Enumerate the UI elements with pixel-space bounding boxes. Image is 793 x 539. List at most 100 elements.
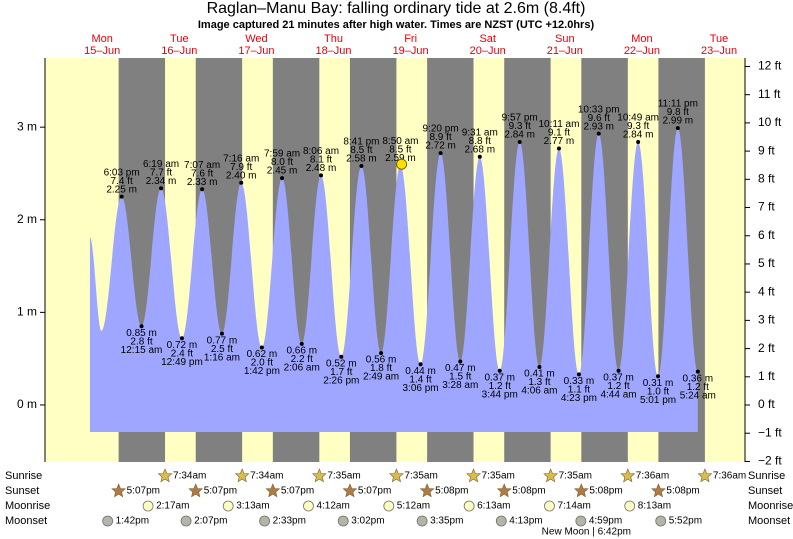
time-label: 12:49 pm — [161, 357, 203, 368]
tide-point — [219, 331, 224, 336]
event-time: 5:08pm — [435, 486, 468, 497]
row-label-right: Moonrise — [748, 500, 793, 512]
tide-point — [458, 359, 463, 364]
event-time: 4:12am — [316, 501, 349, 512]
y2-tick-label: 3 ft — [758, 313, 775, 327]
ft-label: 1.7 ft — [330, 367, 352, 378]
ft-label: 2.8 ft — [130, 336, 152, 347]
value-label: 0.52 m — [326, 358, 357, 369]
time-label: 3:06 pm — [402, 383, 438, 394]
ft-label: 8.8 ft — [469, 136, 491, 147]
sun-icon — [496, 483, 512, 498]
date-label: 21–Jun — [547, 45, 583, 57]
value-label: 0.47 m — [445, 363, 476, 374]
ft-label: 7.9 ft — [230, 162, 252, 173]
y-tick-label: 1 m — [17, 305, 37, 319]
ft-label: 7.7 ft — [150, 167, 172, 178]
value-label: 0.56 m — [366, 355, 397, 366]
value-label: 2.77 m — [544, 136, 575, 147]
event-time: 3:13am — [236, 501, 269, 512]
value-label: 0.36 m — [683, 373, 714, 384]
ft-label: 2.0 ft — [251, 358, 273, 369]
time-label: 7:07 am — [184, 160, 220, 171]
day-label: Mon — [631, 33, 652, 45]
time-label: 3:28 am — [442, 380, 478, 391]
ft-label: 8.9 ft — [429, 132, 451, 143]
time-label: 10:33 pm — [578, 104, 620, 115]
tide-point — [438, 151, 443, 156]
time-label: 6:03 pm — [104, 167, 140, 178]
y2-tick-label: −1 ft — [758, 425, 782, 439]
chart-title: Raglan–Manu Bay: falling ordinary tide a… — [207, 0, 586, 17]
ft-label: 1.3 ft — [528, 377, 550, 388]
value-label: 2.33 m — [187, 177, 218, 188]
time-label: 2:06 am — [284, 362, 320, 373]
event-time: 8:13am — [638, 501, 671, 512]
y-tick-label: 3 m — [17, 119, 37, 133]
y2-tick-label: 9 ft — [758, 143, 775, 157]
tide-point — [656, 374, 661, 379]
sun-icon — [651, 483, 666, 498]
time-label: 7:59 am — [264, 149, 300, 160]
moon-icon — [259, 515, 270, 527]
tide-point — [319, 173, 324, 178]
tide-point — [517, 139, 522, 144]
time-label: 5:01 pm — [640, 395, 676, 406]
day-label: Tue — [710, 33, 729, 45]
time-label: 12:15 am — [121, 345, 163, 356]
moon-icon — [383, 500, 395, 512]
date-label: 22–Jun — [624, 45, 660, 57]
day-label: Sun — [555, 33, 575, 45]
time-label: 9:57 pm — [502, 113, 538, 124]
date-label: 20–Jun — [470, 45, 506, 57]
tide-point — [259, 345, 264, 350]
date-label: 17–Jun — [238, 45, 274, 57]
event-time: 5:07pm — [281, 486, 314, 497]
y2-tick-label: 2 ft — [758, 341, 775, 355]
ft-label: 1.8 ft — [370, 363, 392, 374]
tide-area — [89, 128, 698, 432]
time-label: 3:44 pm — [482, 389, 518, 400]
event-time: 5:07pm — [358, 486, 391, 497]
moon-icon — [142, 500, 154, 512]
date-label: 23–Jun — [701, 45, 737, 57]
time-label: 9:31 am — [462, 127, 498, 138]
value-label: 2.48 m — [306, 163, 337, 174]
value-label: 2.58 m — [346, 154, 377, 165]
ft-label: 1.2 ft — [687, 382, 709, 393]
tide-point — [497, 368, 502, 373]
time-label: 8:50 am — [382, 136, 418, 147]
moon-icon — [303, 500, 314, 512]
row-label-right: Sunset — [748, 485, 782, 497]
event-time: 7:34am — [250, 471, 283, 482]
value-label: 2.72 m — [425, 141, 456, 152]
tide-point — [139, 324, 144, 329]
tide-point — [695, 369, 700, 374]
row-label: Moonrise — [5, 500, 50, 512]
ft-label: 8.5 ft — [350, 145, 372, 156]
date-label: 18–Jun — [315, 45, 351, 57]
ft-label: 7.4 ft — [111, 176, 133, 187]
sun-icon — [466, 468, 481, 483]
day-label: Tue — [170, 33, 189, 45]
sun-icon — [111, 483, 127, 498]
moon-icon — [416, 515, 428, 527]
time-label: 1:16 am — [204, 352, 240, 363]
sun-icon — [620, 468, 636, 483]
date-label: 16–Jun — [161, 45, 197, 57]
y2-tick-label: 8 ft — [758, 171, 775, 185]
value-label: 2.25 m — [106, 184, 137, 195]
moon-icon — [222, 500, 234, 512]
tide-point — [239, 180, 244, 185]
value-label: 0.33 m — [564, 376, 595, 387]
day-label: Wed — [245, 33, 267, 45]
y2-tick-label: 0 ft — [758, 397, 775, 411]
event-time: 2:07pm — [194, 516, 227, 527]
tide-point — [477, 154, 482, 159]
event-time: 7:35am — [404, 471, 437, 482]
moon-icon — [337, 515, 349, 527]
time-label: 1:42 pm — [244, 366, 280, 377]
moon-icon — [495, 515, 507, 527]
tide-point — [675, 126, 680, 131]
value-label: 2.93 m — [583, 121, 614, 132]
